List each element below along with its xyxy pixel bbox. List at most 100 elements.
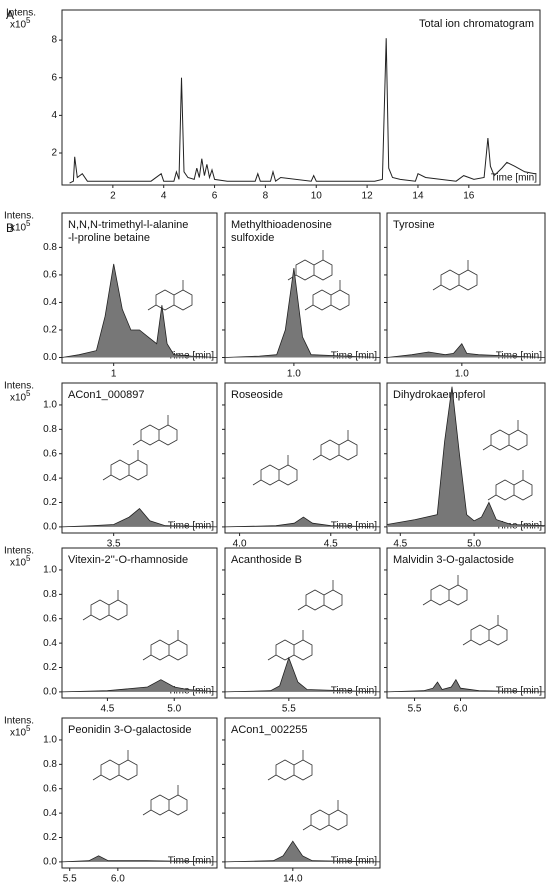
trace-area xyxy=(225,517,380,527)
y-tick-label: 0.6 xyxy=(43,783,57,794)
plot-frame xyxy=(386,382,546,534)
x-tick-label: 5.5 xyxy=(63,874,77,885)
y-scale-exponent: 5 xyxy=(26,389,31,398)
y-scale-base: x10 xyxy=(10,393,27,404)
y-tick-label: 1.0 xyxy=(43,735,57,746)
y-scale-base: x10 xyxy=(10,223,27,234)
trace-line xyxy=(386,386,546,527)
trace-area xyxy=(225,268,380,358)
x-tick-label: 3.5 xyxy=(107,539,121,550)
y-tick-label: 0.2 xyxy=(43,662,57,673)
x-tick-label: 4.5 xyxy=(324,539,338,550)
x-tick-label: 1.0 xyxy=(287,369,301,380)
y-tick-label: 0.0 xyxy=(43,857,57,868)
y-tick-label: 0.8 xyxy=(43,242,57,253)
plot-frame xyxy=(224,547,381,699)
y-axis-label: Intens. xyxy=(4,546,34,557)
y-scale-base: x10 xyxy=(10,728,27,739)
panel-title: ACon1_000897 xyxy=(68,389,144,401)
plot-frame xyxy=(386,547,546,699)
trace-line xyxy=(69,38,535,184)
panel-title: Peonidin 3-O-galactoside xyxy=(68,724,192,736)
x-tick-label: 4.5 xyxy=(100,704,114,715)
y-tick-label: 0.2 xyxy=(43,497,57,508)
y-tick-label: 8 xyxy=(51,35,57,46)
x-tick-label: 1 xyxy=(111,369,117,380)
y-scale-exponent: 5 xyxy=(26,219,31,228)
x-tick-label: 8 xyxy=(263,191,269,202)
panel-title: Dihydrokaempferol xyxy=(393,389,485,401)
trace-area xyxy=(387,679,545,692)
plot-frame xyxy=(224,382,381,534)
x-tick-label: 1.0 xyxy=(455,369,469,380)
y-tick-label: 0.4 xyxy=(43,808,57,819)
y-axis-label: Intens. xyxy=(6,8,36,19)
trace-line xyxy=(61,263,218,358)
x-tick-label: 5.0 xyxy=(467,539,481,550)
y-tick-label: 0.6 xyxy=(43,270,57,281)
trace-line xyxy=(386,342,546,358)
plot-frame xyxy=(224,717,381,869)
trace-line xyxy=(61,508,218,528)
y-tick-label: 0.8 xyxy=(43,424,57,435)
panel-title: Vitexin-2''-O-rhamnoside xyxy=(68,554,188,566)
trace-line xyxy=(224,267,381,358)
trace-area xyxy=(62,508,217,527)
trace-line xyxy=(224,656,381,693)
x-tick-label: 4 xyxy=(161,191,167,202)
plot-frame xyxy=(224,212,381,364)
y-tick-label: 0.0 xyxy=(43,352,57,363)
y-tick-label: 0.6 xyxy=(43,613,57,624)
y-tick-label: 0.4 xyxy=(43,638,57,649)
x-tick-label: 5.0 xyxy=(167,704,181,715)
trace-area xyxy=(387,343,545,358)
y-scale-base: x10 xyxy=(10,558,27,569)
y-scale-exponent: 5 xyxy=(26,554,31,563)
y-scale-base: x10 xyxy=(10,20,27,31)
y-tick-label: 0.2 xyxy=(43,832,57,843)
x-axis-label: Time [min] xyxy=(491,173,538,184)
y-tick-label: 4 xyxy=(51,110,57,121)
panel-title: -l-proline betaine xyxy=(68,232,150,244)
plot-frame xyxy=(61,547,218,699)
x-tick-label: 6 xyxy=(212,191,218,202)
panel-title: N,N,N-trimethyl-l-alanine xyxy=(68,219,188,231)
y-tick-label: 0.8 xyxy=(43,759,57,770)
trace-area xyxy=(225,841,380,862)
y-tick-label: 1.0 xyxy=(43,565,57,576)
y-scale-exponent: 5 xyxy=(26,724,31,733)
panel-title: Methylthioadenosine xyxy=(231,219,332,231)
trace-line xyxy=(224,516,381,528)
x-tick-label: 5.5 xyxy=(282,704,296,715)
trace-line xyxy=(224,840,381,863)
plot-frame xyxy=(61,9,541,186)
x-tick-label: 6.0 xyxy=(111,874,125,885)
y-tick-label: 0.2 xyxy=(43,325,57,336)
y-tick-label: 0.0 xyxy=(43,687,57,698)
y-tick-label: 6 xyxy=(51,72,57,83)
x-tick-label: 4.5 xyxy=(393,539,407,550)
y-axis-label: Intens. xyxy=(4,211,34,222)
panel: A 2 4 6 8 2 4 6 8 10 12 14 16 Time [min] Intens.x10 5 To… xyxy=(6,8,541,202)
x-tick-label: 2 xyxy=(110,191,116,202)
plot-frame xyxy=(386,212,546,364)
y-tick-label: 0.6 xyxy=(43,448,57,459)
trace-line xyxy=(386,678,546,693)
panel-title: Acanthoside B xyxy=(231,554,302,566)
y-tick-label: 0.0 xyxy=(43,522,57,533)
panel-title: Tyrosine xyxy=(393,219,435,231)
y-tick-label: 0.4 xyxy=(43,297,57,308)
x-tick-label: 14.0 xyxy=(283,874,303,885)
